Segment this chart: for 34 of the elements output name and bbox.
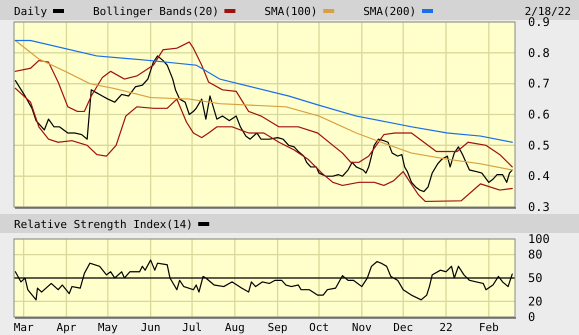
x-tick-label: Oct [309, 321, 329, 334]
x-tick-label: Mar [14, 321, 34, 334]
y-tick-label: 0 [528, 310, 536, 324]
x-tick-label: Sep [268, 321, 288, 334]
line-series [14, 40, 513, 143]
x-tick-label: Jul [182, 321, 202, 334]
line-series [14, 259, 513, 300]
y-tick-label: 0.4 [528, 169, 550, 184]
y-tick-label: 50 [528, 271, 542, 285]
y-tick-label: 80 [528, 248, 542, 262]
y-tick-label: 20 [528, 294, 542, 308]
x-tick-label: Aug [224, 321, 245, 334]
line-series [14, 88, 513, 202]
x-tick-label: Apr [56, 321, 77, 334]
x-tick-label: Dec [393, 321, 414, 334]
legend-label: Relative Strength Index(14) [14, 218, 193, 231]
text: 2/18/22 [524, 5, 571, 18]
x-tick-label: Feb [478, 321, 499, 334]
x-tick-label: 22 [439, 321, 453, 334]
y-tick-label: 0.8 [528, 46, 550, 60]
y-tick-label: 0.3 [528, 200, 550, 214]
y-tick-label: 100 [528, 232, 550, 246]
legend-label: Bollinger Bands(20) [93, 5, 219, 18]
x-tick-label: May [98, 321, 118, 334]
y-tick-label: 0.7 [528, 76, 550, 91]
y-tick-label: 0.9 [528, 15, 550, 29]
y-tick-label: 0.6 [528, 108, 550, 122]
y-tick-label: 0.5 [528, 138, 550, 152]
x-tick-label: Jun [140, 321, 161, 334]
legend-label: SMA(200) [363, 5, 416, 18]
legend-label: SMA(100) [264, 5, 318, 18]
x-tick-label: Nov [352, 321, 372, 334]
line-series [14, 55, 513, 192]
legend-label: Daily [14, 5, 48, 18]
